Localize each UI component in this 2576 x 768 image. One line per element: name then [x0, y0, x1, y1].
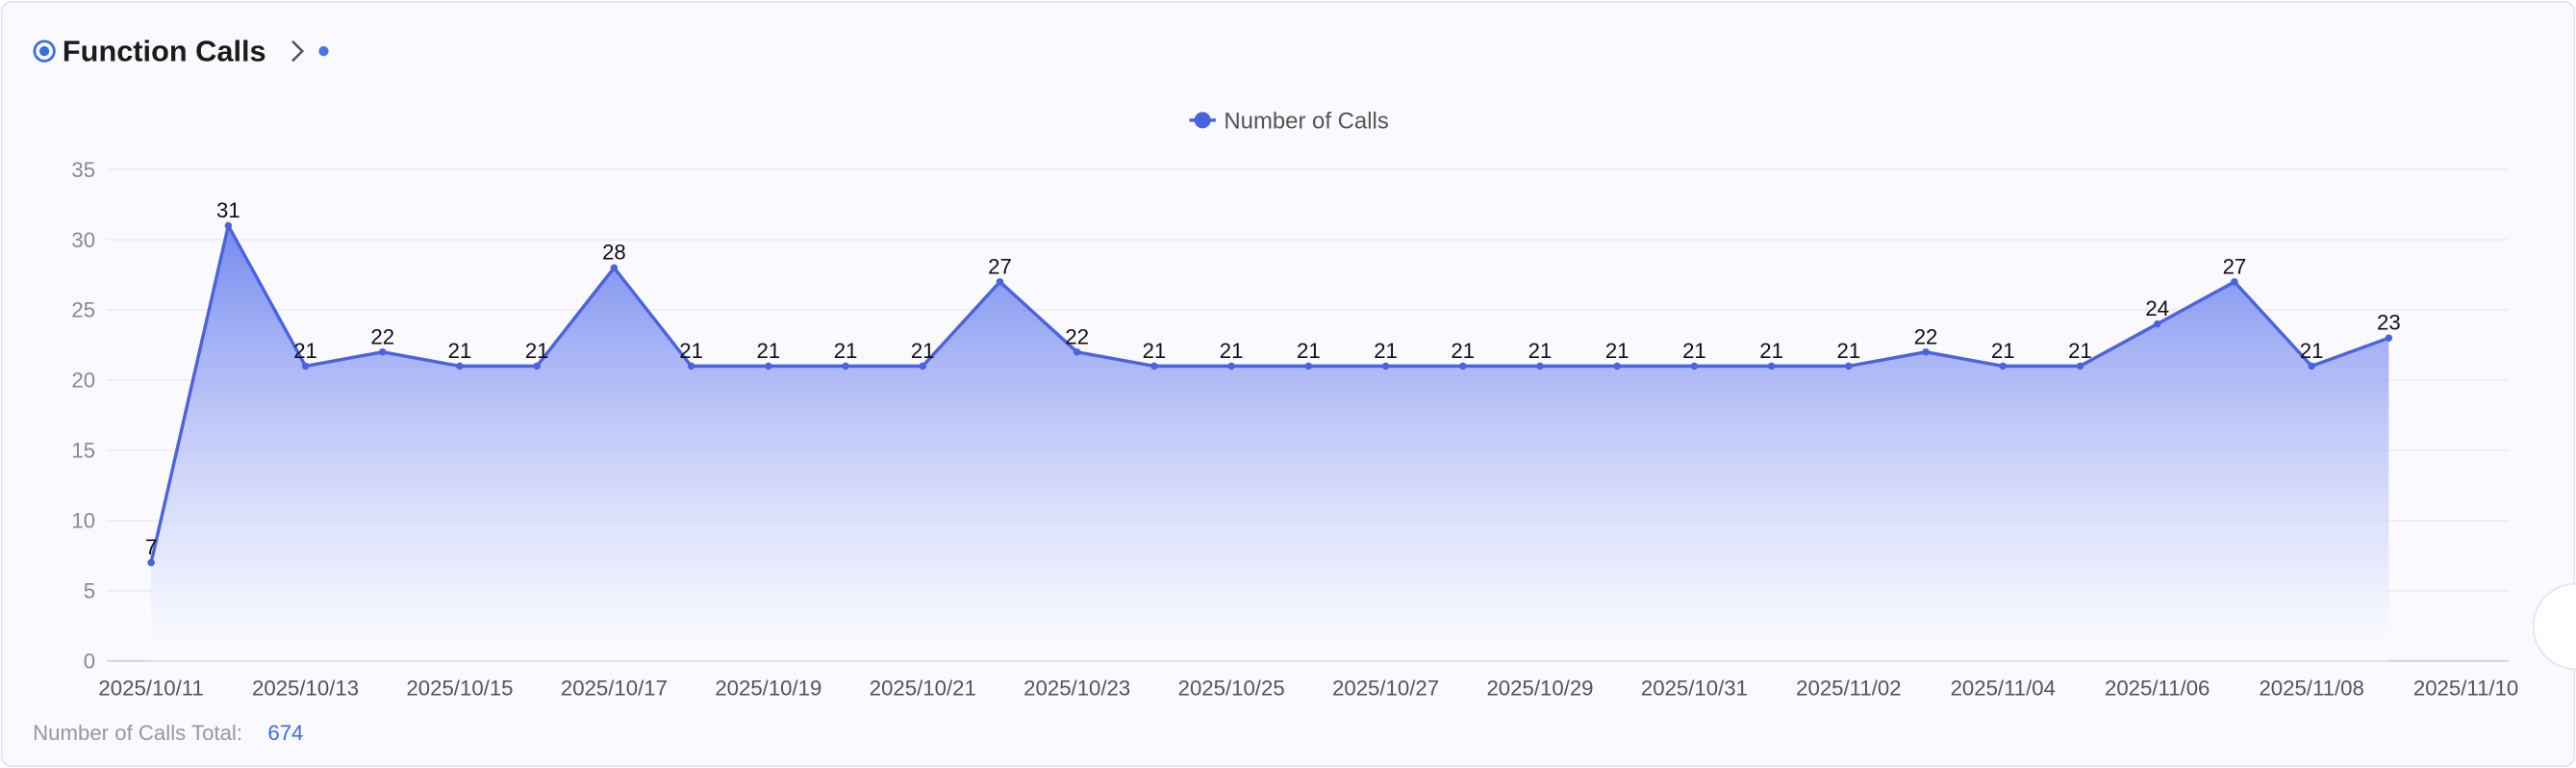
- point: [533, 362, 541, 371]
- data-label: 21: [757, 339, 781, 363]
- data-label: 22: [370, 324, 394, 348]
- y-tick-label: 30: [71, 228, 95, 252]
- x-tick-label: 2025/10/25: [1178, 677, 1285, 701]
- point: [2308, 362, 2315, 371]
- data-label: 21: [1297, 339, 1321, 363]
- data-label: 21: [1837, 339, 1861, 363]
- chart-title: Function Calls: [63, 34, 266, 67]
- data-label: 21: [448, 339, 472, 363]
- point: [1227, 362, 1235, 371]
- point: [456, 362, 464, 371]
- x-tick-label: 2025/10/13: [252, 677, 359, 701]
- data-label: 21: [1528, 339, 1553, 363]
- point: [301, 362, 310, 371]
- data-label: 21: [1991, 339, 2015, 363]
- point: [919, 362, 927, 371]
- point: [147, 558, 155, 567]
- point: [1150, 362, 1158, 371]
- point: [2385, 334, 2393, 342]
- data-label: 21: [1374, 339, 1398, 363]
- x-tick-label: 2025/10/27: [1332, 677, 1439, 701]
- point: [1459, 362, 1467, 371]
- point: [1922, 348, 1930, 356]
- data-label: 22: [1914, 324, 1938, 348]
- y-tick-label: 0: [84, 649, 95, 673]
- x-tick-label: 2025/11/04: [1951, 677, 2056, 701]
- data-label: 21: [911, 339, 935, 363]
- line: [149, 220, 2389, 564]
- data-label: 31: [216, 198, 240, 222]
- assistant-button[interactable]: [2532, 582, 2576, 671]
- point: [2076, 362, 2084, 371]
- point: [2153, 320, 2161, 328]
- data-label: 27: [988, 254, 1012, 278]
- data-label: 21: [834, 339, 858, 363]
- y-tick-label: 5: [84, 579, 95, 603]
- title-icon-dot: [38, 46, 50, 57]
- data-label: 21: [679, 339, 703, 363]
- total-label: Number of Calls Total:: [33, 721, 242, 745]
- chevron[interactable]: [291, 39, 305, 63]
- legend-label: Number of Calls: [1224, 108, 1388, 134]
- point: [1073, 348, 1081, 356]
- point: [842, 362, 849, 371]
- title-icon: [33, 39, 56, 63]
- data-label: 21: [1759, 339, 1783, 363]
- x-tick-label: 2025/10/19: [715, 677, 821, 701]
- point: [610, 264, 619, 272]
- data-label: 21: [2300, 339, 2324, 363]
- x-tick-label: 2025/11/06: [2105, 677, 2210, 701]
- point: [765, 362, 772, 371]
- y-tick-label: 10: [71, 509, 95, 533]
- point: [2231, 278, 2238, 286]
- y-tick-label: 35: [71, 158, 95, 182]
- data-label: 21: [1682, 339, 1706, 363]
- y-tick-label: 15: [71, 439, 95, 463]
- x-tick-label: 2025/10/17: [561, 677, 668, 701]
- total-value: 674: [267, 721, 303, 745]
- point: [379, 348, 387, 356]
- point: [1304, 362, 1313, 371]
- y-tick-label: 25: [71, 298, 95, 322]
- point: [1381, 362, 1390, 371]
- point: [224, 221, 233, 230]
- data-label: 27: [2223, 254, 2247, 278]
- x-tick-label: 2025/11/08: [2259, 677, 2363, 701]
- data-label: 28: [602, 241, 626, 265]
- point: [1536, 362, 1544, 371]
- x-tick-label: 2025/10/31: [1641, 677, 1748, 701]
- point: [1845, 362, 1853, 371]
- x-tick-label: 2025/10/15: [406, 677, 513, 701]
- data-label: 21: [1220, 339, 1244, 363]
- point: [996, 278, 1004, 286]
- point: [1690, 362, 1699, 371]
- point: [687, 362, 695, 371]
- point: [1999, 362, 2008, 371]
- point: [1767, 362, 1776, 371]
- x-tick-label: 2025/10/23: [1023, 677, 1130, 701]
- x-tick-label: 2025/10/21: [870, 677, 976, 701]
- x-tick-label: 2025/11/10: [2413, 677, 2518, 701]
- legend-marker: [1194, 112, 1211, 129]
- area: [151, 225, 2389, 661]
- data-label: 21: [1143, 339, 1167, 363]
- data-label: 22: [1065, 324, 1089, 348]
- data-label: 24: [2145, 296, 2169, 320]
- x-tick-label: 2025/11/02: [1796, 677, 1901, 701]
- data-label: 21: [293, 339, 317, 363]
- x-tick-label: 2025/10/11: [98, 677, 203, 701]
- data-label: 21: [2068, 339, 2092, 363]
- point: [1613, 362, 1621, 371]
- x-tick-label: 2025/10/29: [1486, 677, 1593, 701]
- data-label: 21: [1451, 339, 1475, 363]
- y-tick-label: 20: [71, 369, 95, 393]
- data-label: 21: [1605, 339, 1629, 363]
- data-label: 21: [525, 339, 549, 363]
- data-label: 7: [145, 535, 157, 559]
- data-label: 23: [2377, 311, 2401, 335]
